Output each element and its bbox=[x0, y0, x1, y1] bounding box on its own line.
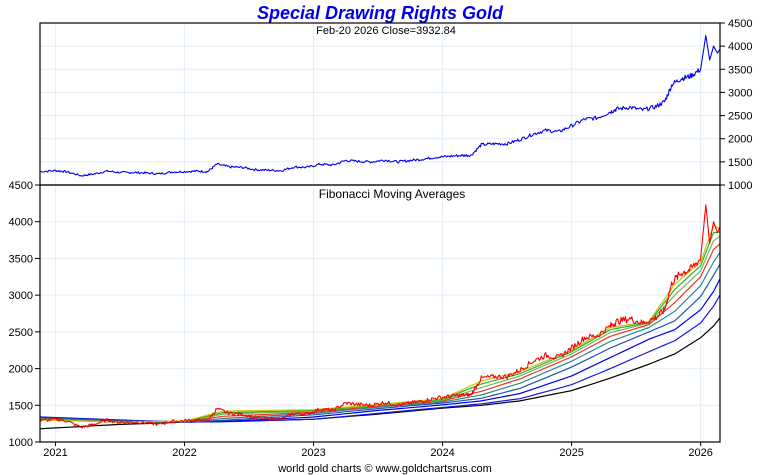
y-tick-label: 1500 bbox=[728, 157, 752, 169]
y-tick-label: 4500 bbox=[9, 180, 33, 192]
moving-averages-panel: Fibonacci Moving Averages 1000 1500 2000 25… bbox=[9, 180, 721, 459]
x-tick-label: 2026 bbox=[688, 447, 712, 459]
y-tick-label: 2500 bbox=[728, 111, 752, 123]
series-ma-8 bbox=[39, 224, 721, 423]
series-ma-144 bbox=[39, 278, 721, 423]
x-tick-label: 2023 bbox=[301, 447, 325, 459]
y-tick-label: 3500 bbox=[728, 64, 752, 76]
close-readout: Feb-20 2026 Close=3932.84 bbox=[316, 25, 456, 37]
price-panel-y-axis: 1000 1500 2000 2500 3000 3500 4000 4500 bbox=[720, 18, 752, 192]
series-price bbox=[39, 204, 721, 429]
chart-title: Special Drawing Rights Gold bbox=[257, 3, 504, 23]
moving-averages-lines bbox=[39, 204, 721, 430]
footer-credit: world gold charts © www.goldchartsrus.co… bbox=[277, 463, 492, 475]
y-tick-label: 3500 bbox=[9, 253, 33, 265]
x-axis: 2021 2022 2023 2024 2025 2026 bbox=[43, 442, 713, 459]
y-tick-label: 3000 bbox=[9, 290, 33, 302]
y-tick-label: 1000 bbox=[728, 180, 752, 192]
y-tick-label: 1500 bbox=[9, 400, 33, 412]
price-panel-grid bbox=[40, 23, 720, 185]
y-tick-label: 2500 bbox=[9, 327, 33, 339]
series-ma-21 bbox=[39, 235, 721, 423]
series-ma-34 bbox=[39, 243, 721, 423]
price-panel-lines bbox=[39, 34, 721, 177]
y-tick-label: 1000 bbox=[9, 437, 33, 449]
x-tick-label: 2021 bbox=[43, 447, 67, 459]
price-panel: Feb-20 2026 Close=3932.84 1000 1500 2000 25… bbox=[39, 18, 752, 192]
y-tick-label: 2000 bbox=[728, 134, 752, 146]
y-tick-label: 3000 bbox=[728, 87, 752, 99]
moving-averages-title: Fibonacci Moving Averages bbox=[319, 187, 466, 201]
series-ma-13 bbox=[39, 231, 721, 423]
moving-averages-panel-frame bbox=[39, 184, 721, 443]
x-tick-label: 2022 bbox=[172, 447, 196, 459]
series-ma-233 bbox=[39, 294, 721, 423]
moving-averages-panel-grid bbox=[40, 185, 720, 442]
y-tick-label: 4000 bbox=[728, 41, 752, 53]
series-ma-89 bbox=[39, 263, 721, 423]
y-tick-label: 4500 bbox=[728, 18, 752, 30]
y-tick-label: 4000 bbox=[9, 217, 33, 229]
moving-averages-y-axis: 1000 1500 2000 2500 3000 3500 4000 4500 bbox=[9, 180, 40, 449]
x-tick-label: 2024 bbox=[430, 447, 454, 459]
y-tick-label: 2000 bbox=[9, 364, 33, 376]
x-tick-label: 2025 bbox=[559, 447, 583, 459]
series-ma-55 bbox=[39, 252, 721, 423]
series-sdr-gold-price bbox=[39, 34, 721, 177]
